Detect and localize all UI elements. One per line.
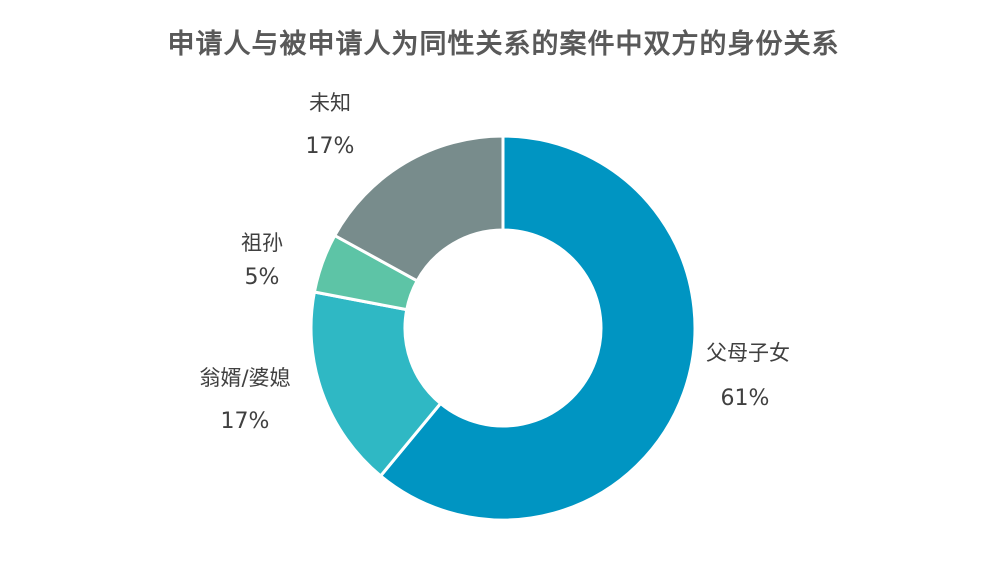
- donut-slice-0: [378, 134, 697, 522]
- labels-layer: 父母子女 61% 翁婿/婆媳 17% 祖孙 5% 未知 17%: [199, 91, 790, 434]
- slice-value-label-3: 17%: [306, 134, 355, 159]
- slice-label-3: 未知: [309, 91, 351, 115]
- donut-slice-1: [309, 290, 443, 479]
- slice-label-0: 父母子女: [706, 341, 790, 365]
- chart-title: 申请人与被申请人为同性关系的案件中双方的身份关系: [167, 29, 840, 60]
- slice-value-label-2: 5%: [245, 265, 280, 290]
- slice-label-1: 翁婿/婆媳: [199, 366, 290, 390]
- slice-label-2: 祖孙: [241, 231, 283, 255]
- slice-value-label-0: 61%: [721, 386, 770, 411]
- slices-layer: [309, 134, 697, 522]
- donut-slice-3: [332, 134, 505, 283]
- slice-value-label-1: 17%: [221, 409, 270, 434]
